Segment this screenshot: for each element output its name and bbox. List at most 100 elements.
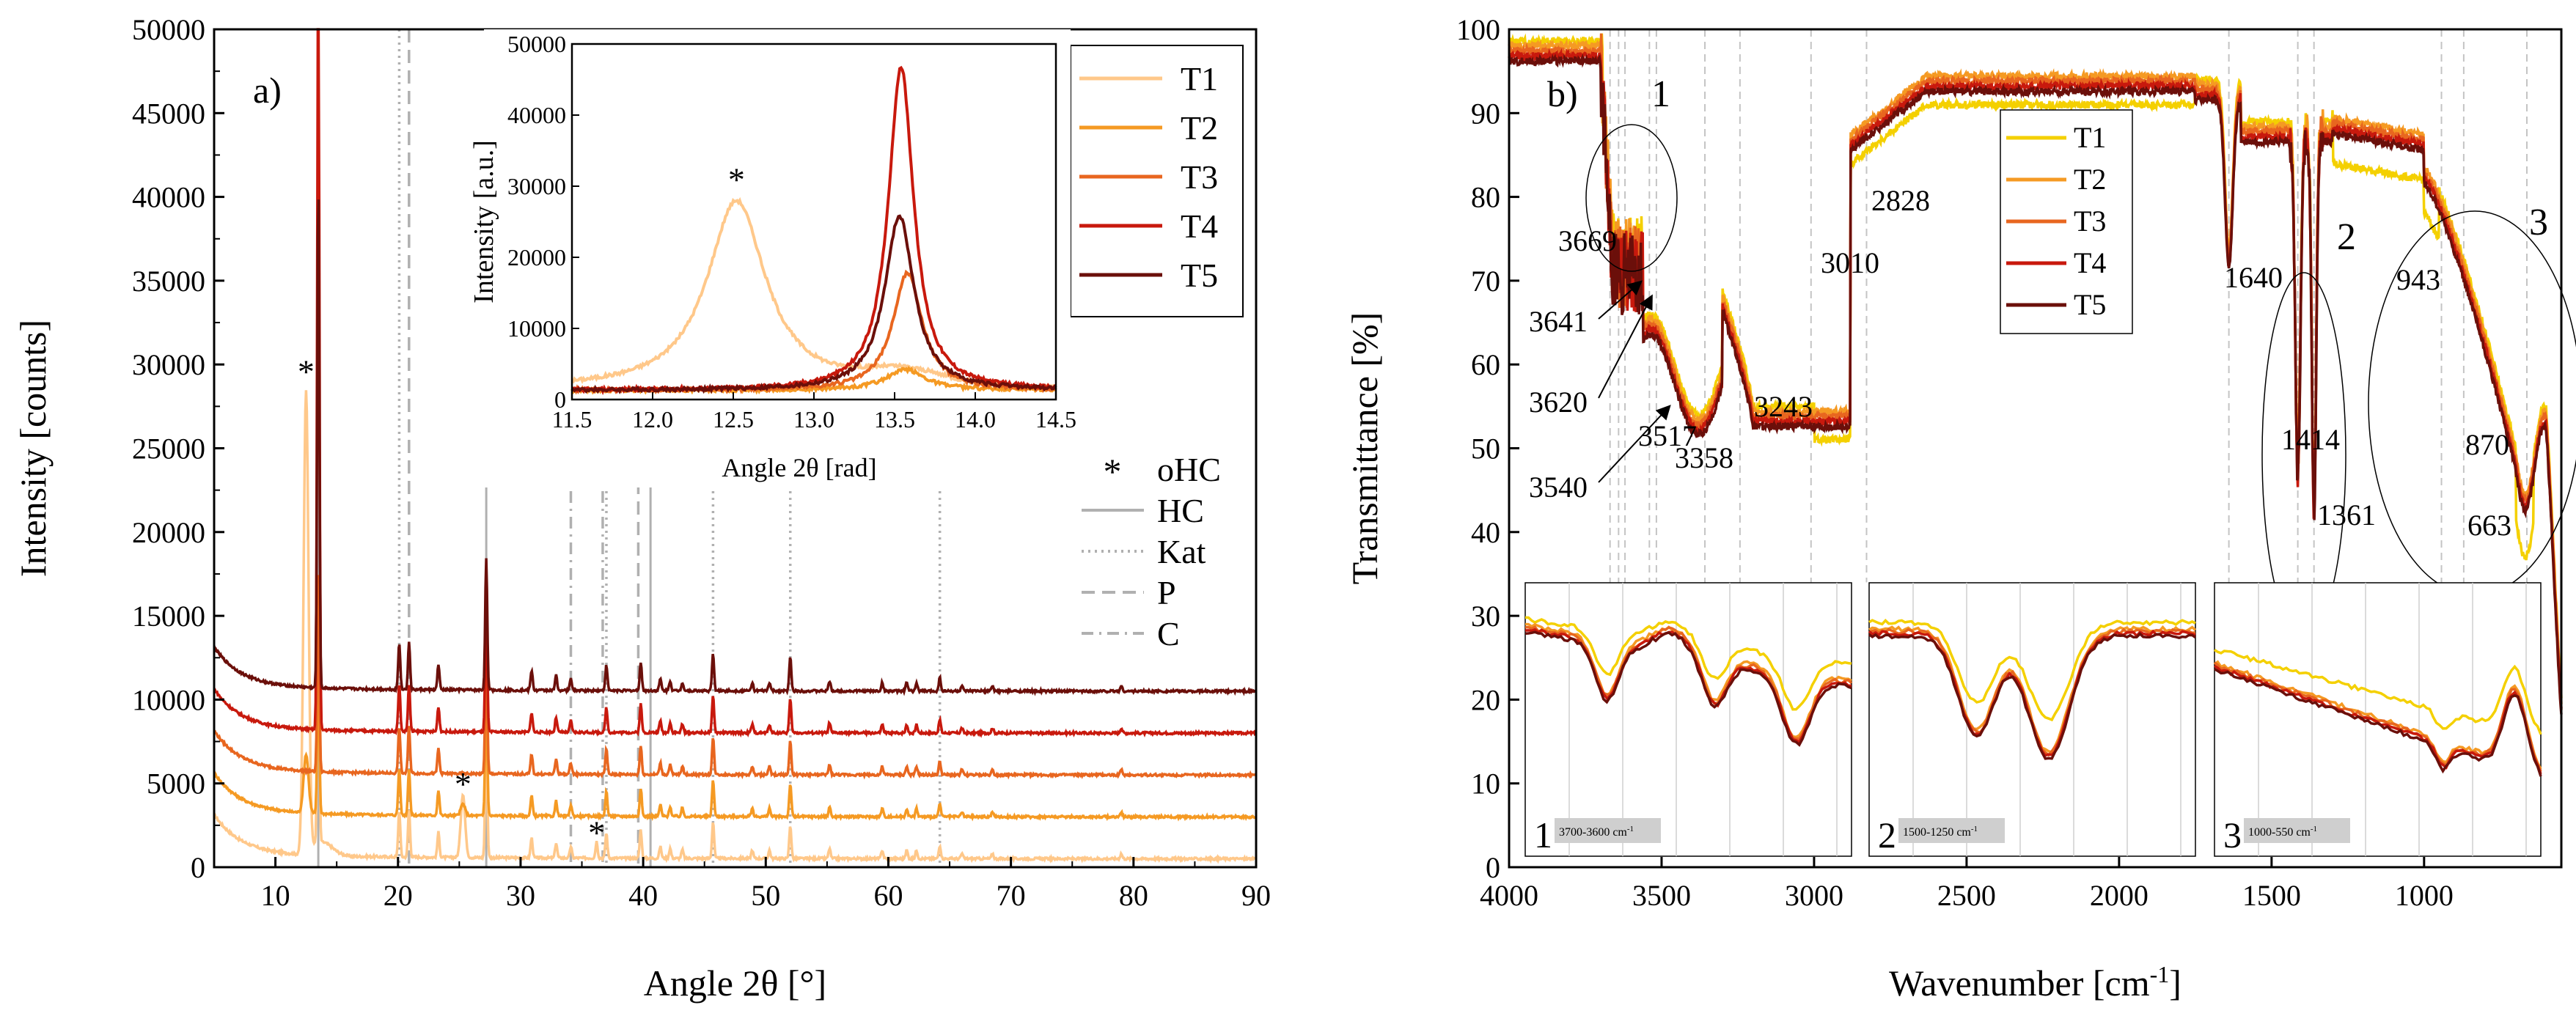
ftir-legend-label-T4: T4 [2074, 246, 2106, 279]
ftir-y-tick-label: 80 [1471, 181, 1500, 214]
ftir-y-tick-label: 70 [1471, 265, 1500, 298]
xrd-inset-y-tick-label: 30000 [507, 173, 566, 199]
ftir-peak-label-3620: 3620 [1529, 386, 1588, 419]
ftir-x-tick-label: 3000 [1785, 879, 1843, 912]
xrd-oHC-star: * [588, 814, 605, 851]
ftir-peak-label-1640: 1640 [2224, 261, 2283, 294]
ftir-zoom-range-text: 3700-3600 cm [1559, 826, 1627, 839]
ftir-peak-label-943: 943 [2396, 263, 2440, 296]
xrd-inset-oHC-marker: * [728, 161, 745, 198]
ftir-peak-label-3540: 3540 [1529, 471, 1588, 504]
ftir-panel-label: b) [1547, 73, 1578, 114]
xrd-inset-y-tick-label: 40000 [507, 102, 566, 128]
xrd-inset: 11.5 12.0 12.5 13.0 13.5 14.0 14.5 0 10000 20000 3… [469, 29, 1076, 487]
xrd-panel-label: a) [253, 70, 282, 111]
xrd-inset-y-tick-label: 50000 [507, 31, 566, 57]
xrd-x-tick-label: 10 [261, 879, 290, 912]
xrd-x-tick-label: 40 [628, 879, 658, 912]
xrd-ref-legend-star: * [1104, 451, 1122, 492]
ftir-zoom-insets: 1 3700-3600 cm-1 2 1500-1250 cm-1 3 1000-550 … [1524, 582, 2542, 857]
ftir-zoom-inset-3: 3 1000-550 cm-1 [2214, 582, 2542, 857]
ftir-peak-label-3641: 3641 [1529, 305, 1588, 338]
xrd-inset-series-T5 [570, 214, 1057, 394]
xrd-x-tick-label: 50 [751, 879, 780, 912]
ftir-y-tick-label: 0 [1486, 851, 1500, 884]
ftir-x-axis-label-end: ] [2169, 962, 2181, 1004]
ftir-zoom-range-sup: -1 [1971, 825, 1978, 833]
xrd-inset-y-label: Intensity [a.u.] [469, 140, 499, 303]
xrd-oHC-star: * [298, 353, 315, 391]
xrd-inset-y-tick-label: 0 [554, 386, 566, 413]
ftir-peak-label-3517: 3517 [1638, 419, 1697, 452]
ftir-legend-label-T5: T5 [2074, 288, 2106, 321]
xrd-panel: * * * 10 20 30 40 50 60 70 80 90 0 5000 10000 15000 200… [12, 13, 1271, 1004]
xrd-ref-legend-label: C [1157, 615, 1180, 652]
ftir-zoom-series-T1 [2214, 649, 2542, 735]
ftir-peak-label-3010: 3010 [1821, 246, 1879, 279]
xrd-inset-x-tick-label: 13.5 [874, 406, 915, 432]
ftir-region-label: 2 [2337, 216, 2356, 258]
ftir-peak-label-2828: 2828 [1871, 184, 1930, 217]
xrd-y-tick-label: 10000 [132, 683, 205, 716]
xrd-inset-x-tick-label: 14.5 [1035, 406, 1076, 432]
ftir-peak-arrow [1598, 405, 1671, 483]
ftir-zoom-range-sup: -1 [2311, 825, 2317, 833]
xrd-series-T4 [213, 28, 1257, 738]
xrd-x-tick-label: 20 [384, 879, 413, 912]
xrd-inset-x-tick-label: 12.0 [632, 406, 673, 432]
xrd-axis-ticks: 10 20 30 40 50 60 70 80 90 0 5000 10000 15000 20000 25… [132, 13, 1271, 912]
xrd-y-tick-label: 50000 [132, 13, 205, 46]
ftir-x-tick-label: 2500 [1937, 879, 1996, 912]
xrd-legend-label-T5: T5 [1181, 257, 1218, 294]
xrd-series-legend: T1 T2 T3 T4 T5 [1070, 45, 1244, 317]
ftir-x-tick-label: 4000 [1480, 879, 1538, 912]
ftir-x-tick-label: 1500 [2242, 879, 2301, 912]
ftir-x-axis-label: Wavenumber [cm-1] [1889, 961, 2181, 1004]
ftir-legend-label-T1: T1 [2074, 121, 2106, 154]
ftir-peak-label-663: 663 [2467, 509, 2511, 542]
ftir-zoom-range-text: 1000-550 cm [2248, 826, 2311, 839]
ftir-region-ellipse [1585, 124, 1678, 272]
xrd-legend-box [1070, 45, 1244, 317]
xrd-series-T1 [213, 390, 1257, 864]
xrd-y-tick-label: 30000 [132, 348, 205, 381]
ftir-x-axis-label-sup: -1 [2150, 961, 2170, 987]
xrd-inset-x-label: Angle 2θ [rad] [722, 453, 876, 482]
xrd-inset-x-tick-label: 14.0 [955, 406, 996, 432]
xrd-oHC-markers: * * * [298, 353, 605, 852]
xrd-inset-series [570, 65, 1057, 396]
xrd-inset-y-tick-label: 20000 [507, 244, 566, 270]
ftir-peak-label-3358: 3358 [1675, 441, 1733, 474]
ftir-zoom-series-T5 [1524, 630, 1852, 747]
ftir-zoom-inset-1: 1 3700-3600 cm-1 [1524, 582, 1853, 857]
ftir-legend-label-T3: T3 [2074, 205, 2106, 238]
xrd-legend-label-T1: T1 [1181, 60, 1218, 97]
ftir-zoom-series-T1 [1524, 616, 1852, 711]
ftir-y-tick-label: 10 [1471, 768, 1500, 800]
xrd-y-tick-label: 0 [191, 851, 205, 884]
xrd-series [213, 28, 1257, 864]
ftir-legend-label-T2: T2 [2074, 163, 2106, 196]
ftir-x-axis-label-main: Wavenumber [cm [1889, 962, 2150, 1004]
ftir-y-tick-label: 40 [1471, 516, 1500, 549]
ftir-region-label: 3 [2529, 202, 2548, 243]
ftir-peak-label-1414: 1414 [2281, 423, 2340, 456]
xrd-y-tick-label: 25000 [132, 432, 205, 465]
ftir-y-tick-label: 50 [1471, 432, 1500, 465]
ftir-zoom-range-label: 1000-550 cm-1 [2248, 825, 2317, 839]
xrd-legend-label-T2: T2 [1181, 109, 1218, 147]
ftir-peak-arrow [1598, 280, 1643, 320]
ftir-y-tick-label: 20 [1471, 683, 1500, 716]
ftir-zoom-series-T1 [1868, 619, 2196, 722]
ftir-zoom-range-badge [2244, 818, 2350, 843]
ftir-y-tick-label: 100 [1456, 13, 1500, 46]
xrd-inset-x-tick-label: 11.5 [552, 406, 592, 432]
xrd-x-tick-label: 80 [1119, 879, 1148, 912]
xrd-series-T5 [213, 199, 1257, 696]
ftir-y-tick-label: 30 [1471, 600, 1500, 633]
ftir-zoom-series-T5 [2214, 668, 2542, 777]
ftir-axis-ticks: 4000 3500 3000 2500 2000 1500 1000 0 10 20 30 40 50 6… [1456, 13, 2454, 912]
ftir-x-tick-label: 3500 [1632, 879, 1691, 912]
ftir-zoom-series-T5 [1868, 632, 2197, 760]
